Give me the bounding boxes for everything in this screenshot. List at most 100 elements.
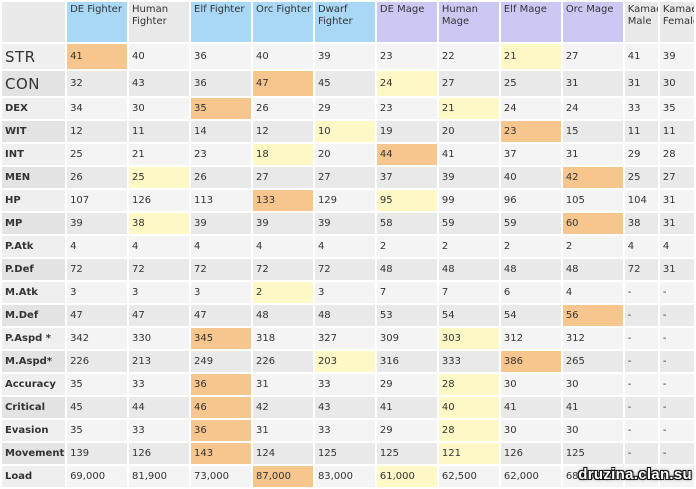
stat-value: 24 — [562, 98, 623, 119]
stat-value: 30 — [659, 71, 694, 96]
stat-label: CON — [2, 71, 66, 96]
stat-value: 42 — [562, 167, 623, 188]
stat-value: 26 — [191, 167, 251, 188]
stat-value: 43 — [129, 71, 189, 96]
stat-value: 87,000 — [252, 466, 313, 487]
stat-value: 39 — [659, 44, 694, 69]
stat-value: 14 — [191, 121, 251, 142]
stat-value: 23 — [376, 98, 437, 119]
stat-value: 38 — [129, 213, 189, 234]
stat-value: 318 — [252, 328, 313, 349]
table-row: M.Aspd* 226 213 249 226 203 316 333 386 265- - — [2, 351, 694, 372]
stat-value: 47 — [129, 305, 189, 326]
table-row: Load 69,000 81,900 73,000 87,000 83,000 61,000… — [2, 466, 694, 487]
stat-value: 25 — [500, 71, 561, 96]
stat-value: 2 — [500, 236, 561, 257]
stat-value: 21 — [500, 44, 561, 69]
stat-value: - — [624, 305, 658, 326]
stat-value: 68,000 — [562, 466, 623, 487]
stat-value: 4 — [252, 236, 313, 257]
stat-value: 41 — [624, 44, 658, 69]
stat-value: 39 — [67, 213, 128, 234]
stat-label: M.Aspd* — [2, 351, 66, 372]
stat-value: 15 — [562, 121, 623, 142]
stat-value: 27 — [314, 167, 375, 188]
stat-value: 41 — [67, 44, 128, 69]
stat-value: 36 — [191, 71, 251, 96]
stat-value: 54 — [500, 305, 561, 326]
stat-value: 312 — [562, 328, 623, 349]
stat-value: 3 — [314, 282, 375, 303]
stat-value: 33 — [314, 420, 375, 441]
stat-value: 29 — [314, 98, 375, 119]
stat-label: MEN — [2, 167, 66, 188]
table-row: INT 25 21 23 18 20 44 41 37 31 29 28 — [2, 144, 694, 165]
stat-value: 48 — [376, 259, 437, 280]
stat-value: 25 — [129, 167, 189, 188]
stat-value: 99 — [438, 190, 499, 211]
stat-value: 31 — [659, 190, 694, 211]
stat-value: 21 — [438, 98, 499, 119]
stat-value: 143 — [191, 443, 251, 464]
stat-value: 4 — [191, 236, 251, 257]
stat-value: - — [659, 420, 694, 441]
stat-value: 2 — [252, 282, 313, 303]
stat-value: 41 — [562, 397, 623, 418]
stat-value: 31 — [562, 71, 623, 96]
stat-value: 72 — [314, 259, 375, 280]
stat-value: - — [624, 466, 658, 487]
stat-value: 107 — [67, 190, 128, 211]
stat-value: 333 — [438, 351, 499, 372]
stat-label: P.Atk — [2, 236, 66, 257]
stat-value: 48 — [562, 259, 623, 280]
stat-value: 45 — [67, 397, 128, 418]
stat-value: 265 — [562, 351, 623, 372]
stat-value: 34 — [67, 98, 128, 119]
stat-value: 10 — [314, 121, 375, 142]
stat-value: 44 — [129, 397, 189, 418]
stat-label: MP — [2, 213, 66, 234]
stat-value: 45 — [314, 71, 375, 96]
stat-value: 7 — [376, 282, 437, 303]
stat-value: 29 — [376, 374, 437, 395]
stat-value: 129 — [314, 190, 375, 211]
stat-value: 41 — [500, 397, 561, 418]
stat-value: 312 — [500, 328, 561, 349]
stat-value: 24 — [376, 71, 437, 96]
stat-value: 11 — [129, 121, 189, 142]
column-header: DE Fighter — [67, 2, 128, 42]
stat-value: 125 — [314, 443, 375, 464]
stat-value: 226 — [252, 351, 313, 372]
stat-value: 26 — [252, 98, 313, 119]
table-row: HP 107 126 113 133 129 95 99 96 105 104 31 — [2, 190, 694, 211]
stat-label: INT — [2, 144, 66, 165]
stat-value: 43 — [314, 397, 375, 418]
stat-value: 19 — [376, 121, 437, 142]
stat-value: 309 — [376, 328, 437, 349]
stat-value: 316 — [376, 351, 437, 372]
stat-value: 20 — [438, 121, 499, 142]
column-header: Dwarf Fighter — [314, 2, 375, 42]
stat-value: 46 — [191, 397, 251, 418]
stat-value: - — [659, 374, 694, 395]
stat-value: 31 — [562, 144, 623, 165]
stat-value: 39 — [438, 167, 499, 188]
stat-value: - — [624, 374, 658, 395]
table-row: M.Atk 3 3 3 2 3 7 7 6 4- - — [2, 282, 694, 303]
table-body: STR 41 40 36 40 39 23 22 21 27 41 39 CON 32 43 36 47 45 24… — [2, 44, 694, 487]
stat-value: 22 — [438, 44, 499, 69]
stat-label: STR — [2, 44, 66, 69]
header-corner — [2, 2, 66, 42]
table-row: M.Def 47 47 47 48 48 53 54 54 56- - — [2, 305, 694, 326]
stat-value: 11 — [659, 121, 694, 142]
stat-value: 36 — [191, 44, 251, 69]
stat-value: 11 — [624, 121, 658, 142]
stat-value: 226 — [67, 351, 128, 372]
stat-value: 31 — [252, 420, 313, 441]
stat-value: 47 — [191, 305, 251, 326]
table-row: P.Def 72 72 72 72 72 48 48 48 48 72 31 — [2, 259, 694, 280]
stat-value: 41 — [376, 397, 437, 418]
table-row: MEN 26 25 26 27 27 37 39 40 42 25 27 — [2, 167, 694, 188]
stat-value: 303 — [438, 328, 499, 349]
stat-value: 39 — [191, 213, 251, 234]
